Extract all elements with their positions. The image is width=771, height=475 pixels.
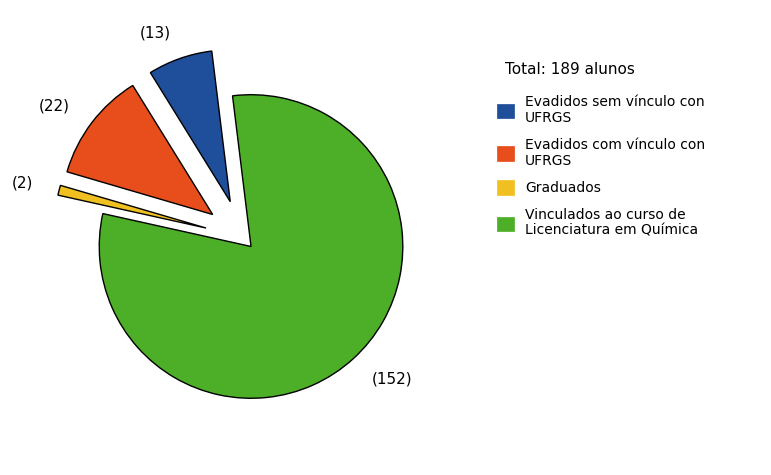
Text: (13): (13) <box>140 25 171 40</box>
Legend: Evadidos sem vínculo con
UFRGS, Evadidos com vínculo con
UFRGS, Graduados, Vincu: Evadidos sem vínculo con UFRGS, Evadidos… <box>497 95 705 238</box>
Text: (152): (152) <box>372 371 412 387</box>
Text: (22): (22) <box>39 98 70 114</box>
Wedge shape <box>67 86 213 215</box>
Text: Total: 189 alunos: Total: 189 alunos <box>505 62 635 77</box>
Text: (2): (2) <box>12 176 32 191</box>
Wedge shape <box>99 95 402 398</box>
Wedge shape <box>58 185 206 228</box>
Wedge shape <box>150 51 231 202</box>
